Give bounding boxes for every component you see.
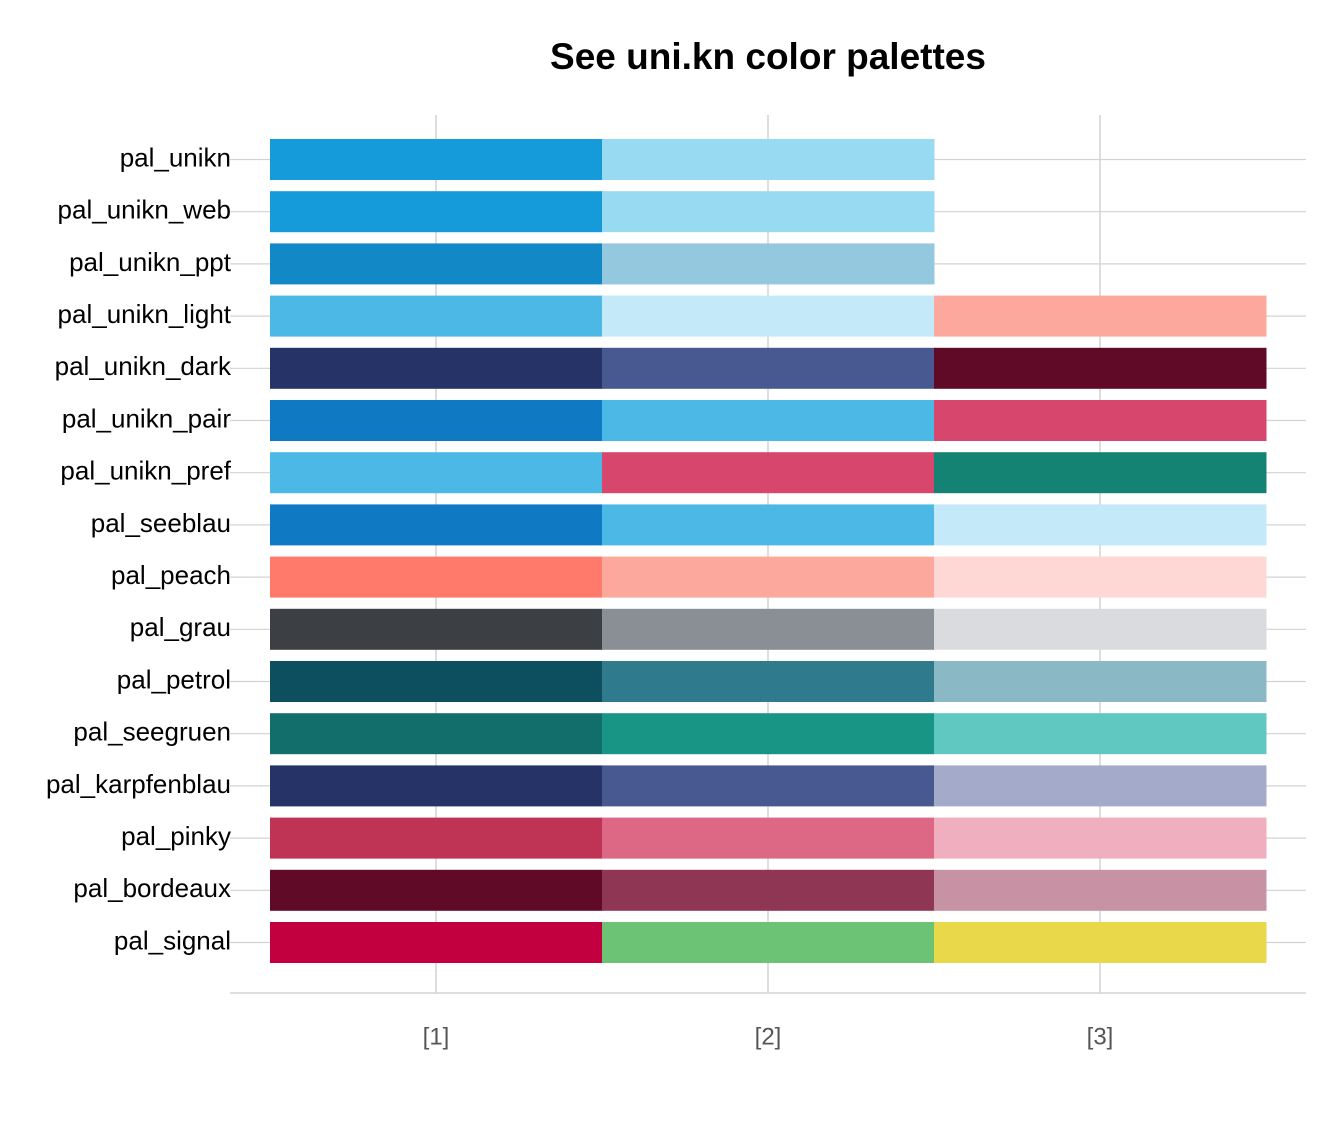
color-swatch xyxy=(602,347,935,389)
x-tick-label: [2] xyxy=(755,1023,782,1050)
color-swatch xyxy=(270,452,603,494)
color-swatch xyxy=(602,713,935,755)
color-swatch xyxy=(602,817,935,859)
color-swatch xyxy=(602,556,935,598)
palette-name-label: pal_unikn_pref xyxy=(60,456,231,486)
color-swatch xyxy=(602,191,935,233)
x-tick-label: [1] xyxy=(423,1023,450,1050)
palette-name-label: pal_signal xyxy=(114,925,231,955)
color-swatch xyxy=(270,243,603,285)
color-swatch xyxy=(934,922,1267,963)
palette-name-label: pal_unikn_light xyxy=(58,299,232,329)
x-tick-layer: [1] [2] [3] xyxy=(423,1023,1114,1050)
color-swatch xyxy=(270,347,603,389)
palette-name-label: pal_petrol xyxy=(117,664,231,694)
color-swatch xyxy=(602,608,935,650)
color-swatch xyxy=(270,191,603,233)
color-swatch xyxy=(934,661,1267,702)
row-label-layer: pal_unikn pal_unikn_web pal_unikn_ppt pal_u… xyxy=(46,142,232,955)
color-swatch xyxy=(934,765,1267,807)
palette-name-label: pal_grau xyxy=(130,612,231,642)
swatch-layer xyxy=(270,139,1267,963)
color-swatch xyxy=(602,243,935,285)
color-swatch xyxy=(934,504,1267,546)
color-swatch xyxy=(270,765,603,807)
color-swatch xyxy=(934,400,1267,441)
palette-name-label: pal_unikn_pair xyxy=(62,403,231,433)
color-swatch xyxy=(270,713,603,755)
color-swatch xyxy=(270,817,603,859)
color-swatch xyxy=(602,139,935,180)
color-swatch xyxy=(602,869,935,911)
color-swatch xyxy=(270,869,603,911)
color-swatch xyxy=(934,452,1267,494)
color-swatch xyxy=(270,661,603,702)
color-swatch xyxy=(270,400,603,441)
palette-name-label: pal_unikn_dark xyxy=(55,351,232,381)
palette-name-label: pal_unikn_web xyxy=(58,195,231,225)
color-swatch xyxy=(602,400,935,441)
x-tick-label: [3] xyxy=(1087,1023,1114,1050)
color-swatch xyxy=(270,922,603,963)
color-swatch xyxy=(934,608,1267,650)
color-swatch xyxy=(602,922,935,963)
palette-name-label: pal_unikn_ppt xyxy=(69,247,232,277)
color-swatch xyxy=(602,504,935,546)
color-swatch xyxy=(934,817,1267,859)
color-swatch xyxy=(602,295,935,337)
palette-name-label: pal_seegruen xyxy=(73,717,231,747)
chart-title: See uni.kn color palettes xyxy=(550,36,986,77)
palette-name-label: pal_bordeaux xyxy=(73,873,231,903)
color-swatch xyxy=(602,765,935,807)
color-swatch xyxy=(934,869,1267,911)
color-swatch xyxy=(270,504,603,546)
color-swatch xyxy=(270,295,603,337)
color-swatch xyxy=(602,452,935,494)
palette-name-label: pal_pinky xyxy=(121,821,231,851)
palette-name-label: pal_karpfenblau xyxy=(46,769,231,799)
color-swatch xyxy=(934,713,1267,755)
color-swatch xyxy=(270,139,603,180)
color-swatch xyxy=(602,661,935,702)
palette-name-label: pal_unikn xyxy=(120,142,231,172)
color-swatch xyxy=(934,556,1267,598)
color-swatch xyxy=(270,608,603,650)
palette-name-label: pal_peach xyxy=(111,560,231,590)
color-swatch xyxy=(934,347,1267,389)
color-swatch xyxy=(270,556,603,598)
palette-name-label: pal_seeblau xyxy=(91,508,231,538)
color-swatch xyxy=(934,295,1267,337)
